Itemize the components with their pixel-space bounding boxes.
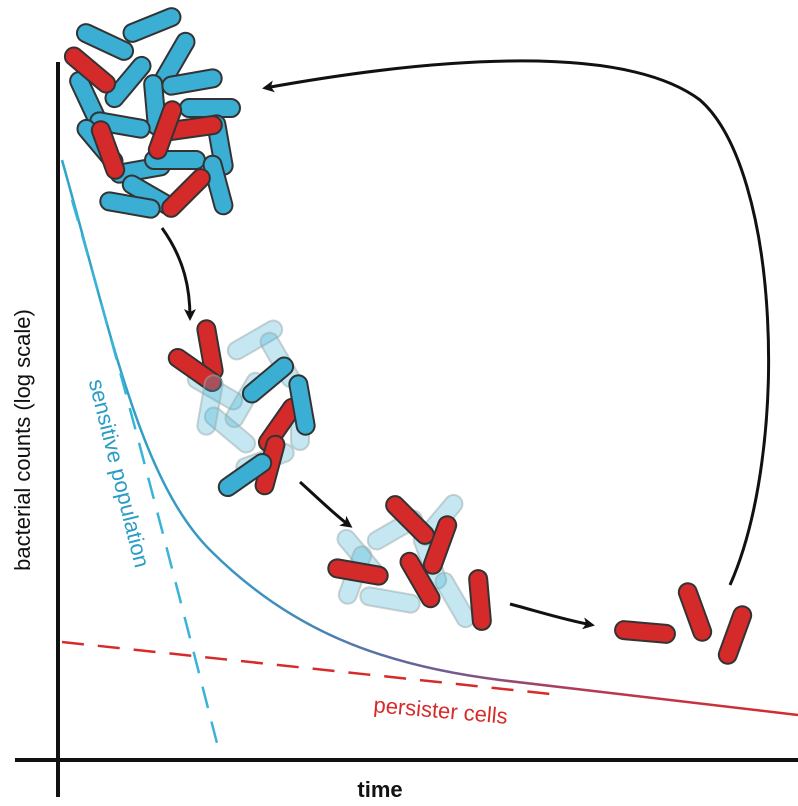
bacterium [434,571,476,629]
bacterium [614,620,676,644]
persister-label: persister cells [373,692,509,729]
sensitive-dashed-line [70,199,222,756]
bacterium [226,319,284,361]
arrow [298,480,353,528]
bacterium [196,374,224,436]
bacterium [327,558,389,586]
bacterium [75,23,135,61]
bacterium [359,586,421,614]
bacterium [677,582,713,642]
bacterium [422,515,458,575]
arrow [262,59,771,586]
total-population-curve [60,159,798,717]
arrow [160,227,196,321]
bacterium [217,452,273,498]
sensitive-label: sensitive population [84,376,155,570]
persister-dashed-line [61,640,561,697]
x-axis-label: time [357,777,402,801]
bacterium [104,55,152,109]
bacterium [399,551,441,609]
bacteria [63,7,753,665]
bacterium [167,347,223,393]
y-axis-label: bacterial counts (log scale) [10,309,35,571]
bacterium [202,154,234,216]
bacterium [161,168,211,218]
bacterium [90,120,126,180]
bacterium [241,356,295,404]
bacterium [468,569,492,631]
bacterium [147,100,183,160]
bacterium [288,374,316,436]
bacterium [717,605,753,665]
arrow [509,602,595,630]
bacterium [99,191,161,219]
bacterium [179,98,241,118]
bacterium [122,7,182,43]
bacterium [63,46,117,94]
